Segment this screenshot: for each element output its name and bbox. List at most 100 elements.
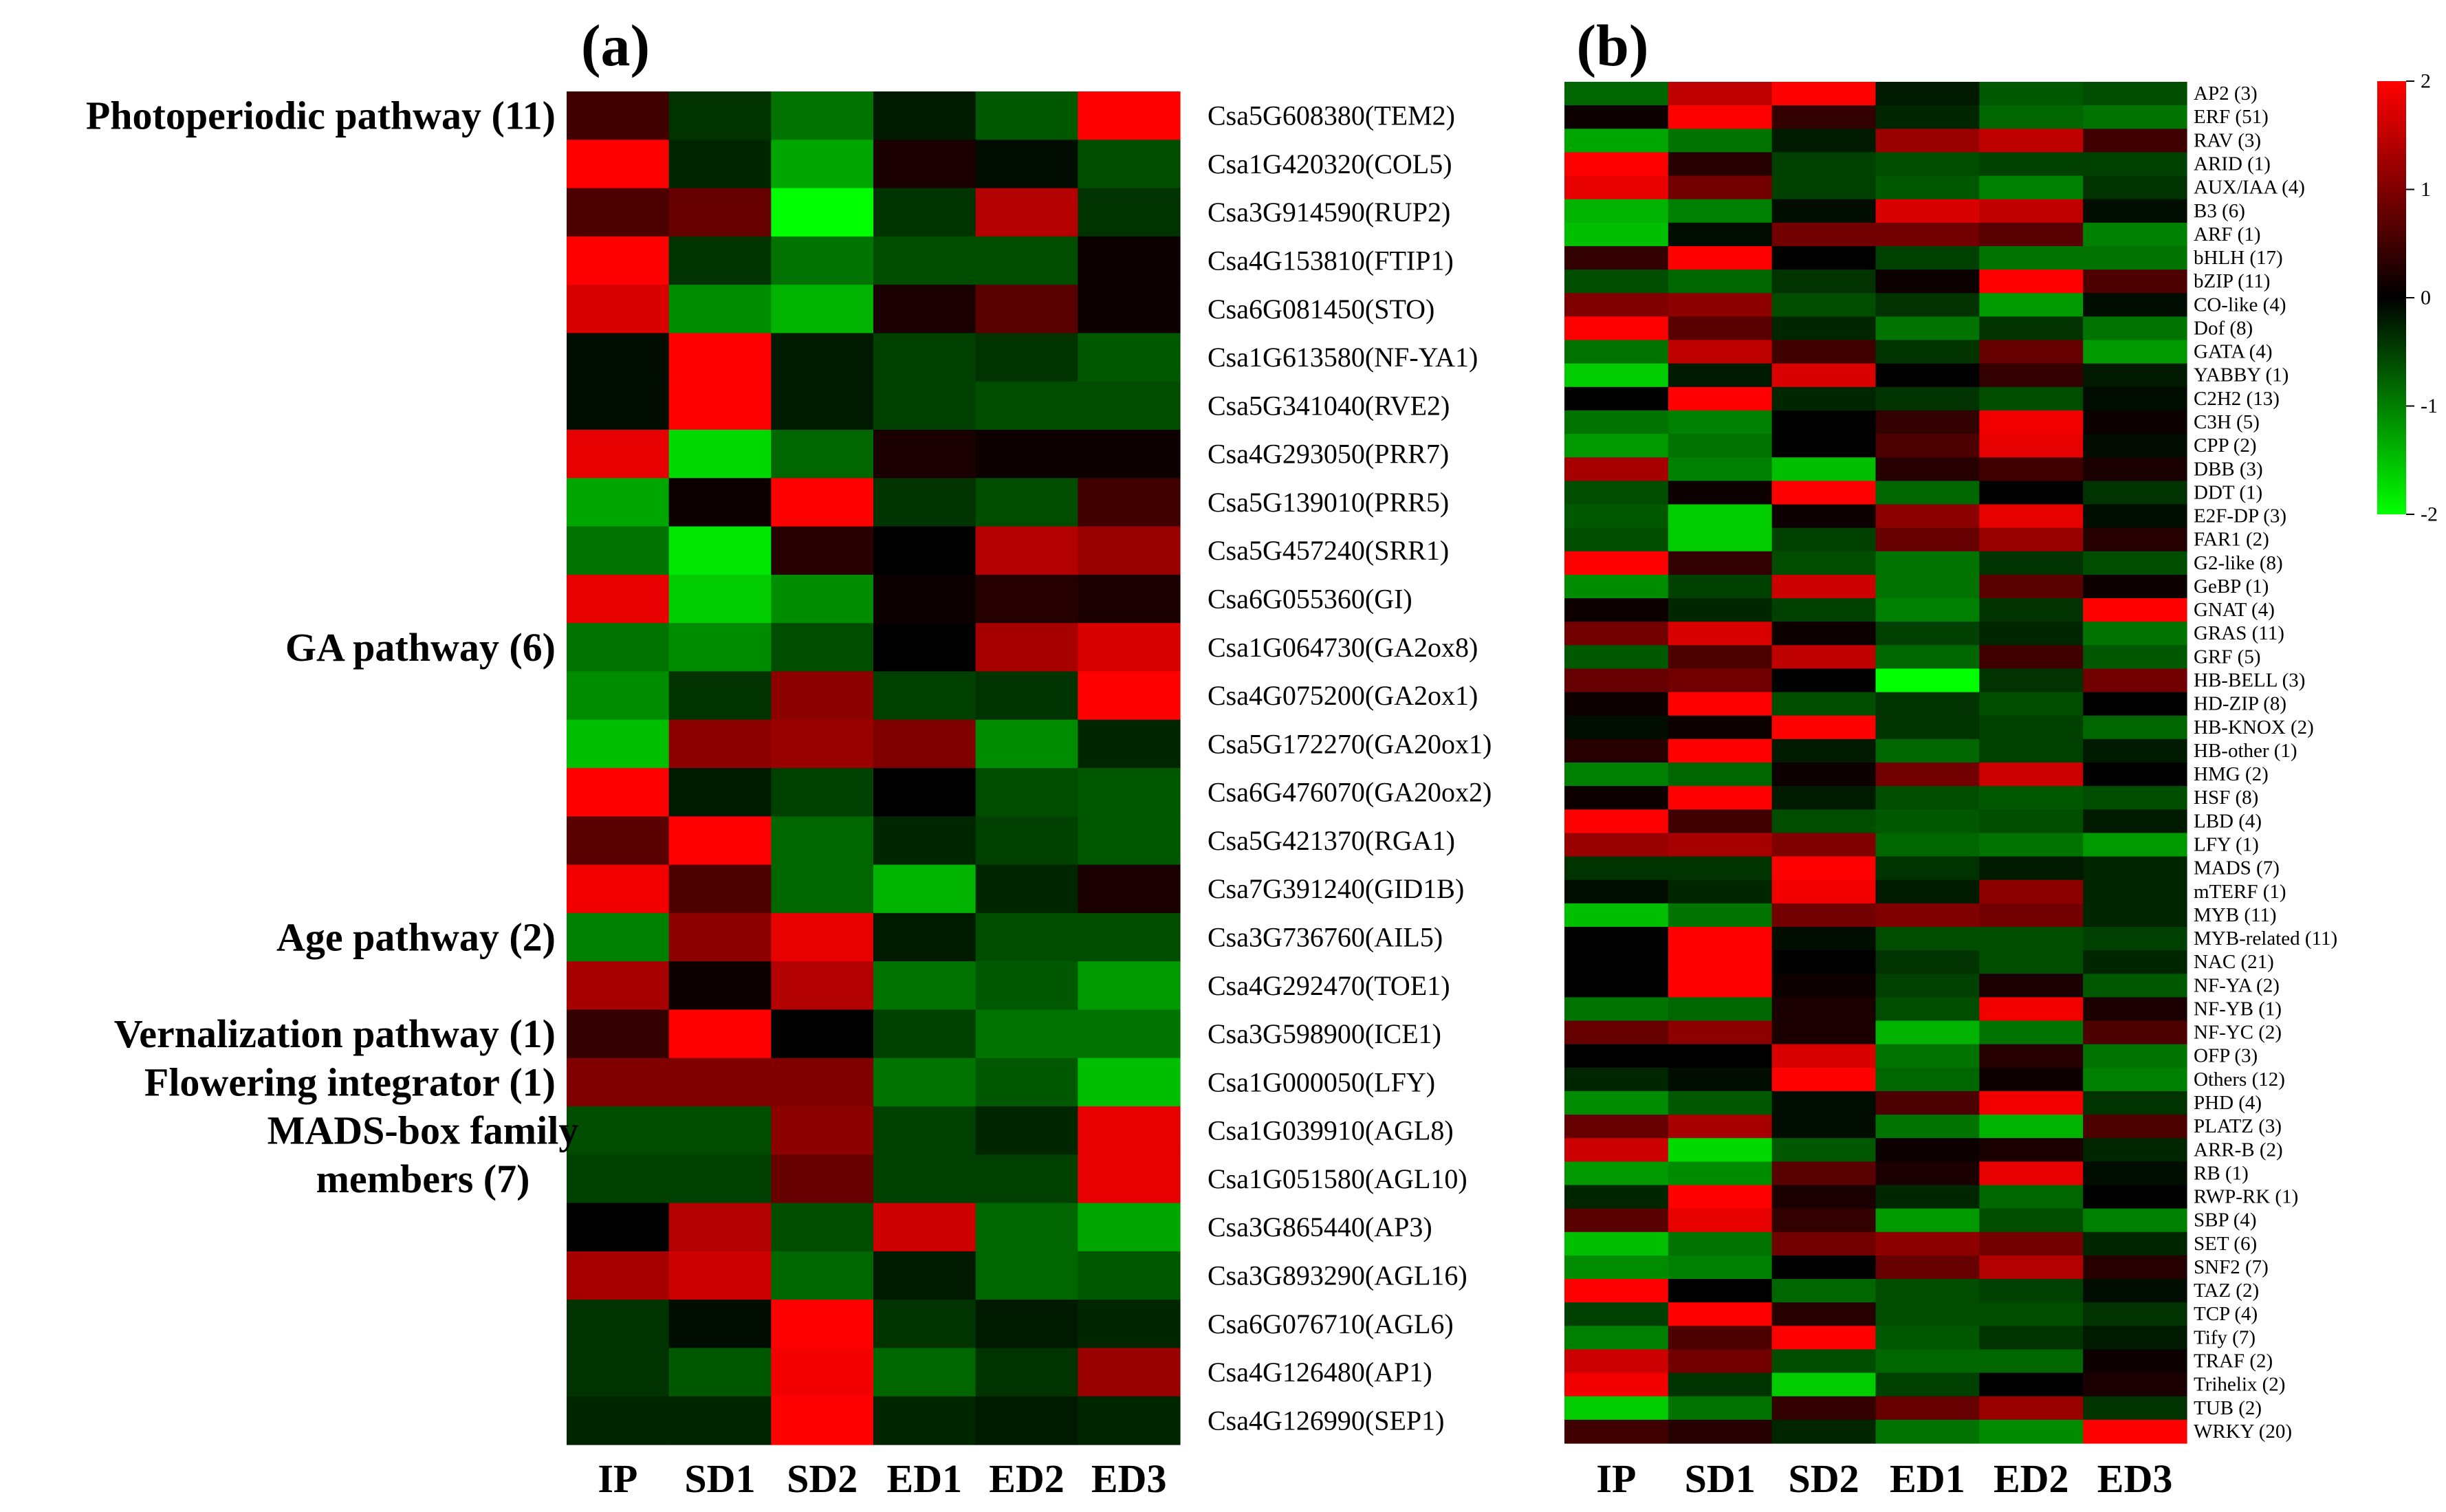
heatmap-cell	[1668, 1115, 1773, 1139]
heatmap-cell	[567, 478, 670, 527]
heatmap-cell	[1668, 363, 1773, 388]
heatmap-cell	[2083, 245, 2187, 270]
heatmap-cell	[1564, 1255, 1669, 1280]
heatmap-cell	[1875, 410, 1980, 435]
heatmap-cell	[2083, 738, 2187, 763]
heatmap-cell	[1771, 386, 1877, 411]
heatmap-cell	[2083, 129, 2187, 153]
column-label: ED2	[989, 1456, 1064, 1501]
heatmap-cell	[1875, 1067, 1980, 1092]
heatmap-cell	[1875, 1396, 1980, 1421]
heatmap-cell	[1771, 574, 1877, 599]
row-label: Csa5G608380(TEM2)	[1208, 100, 1455, 131]
heatmap-cell	[1771, 551, 1877, 576]
heatmap-cell	[1875, 293, 1980, 317]
heatmap-cell	[1564, 1138, 1669, 1162]
heatmap-cell	[1564, 1161, 1669, 1186]
heatmap-cell	[975, 1396, 1078, 1445]
heatmap-cell	[873, 623, 976, 672]
heatmap-cell	[1875, 974, 1980, 998]
heatmap-cell	[1875, 738, 1980, 763]
row-label: Csa1G420320(COL5)	[1208, 149, 1452, 179]
heatmap-cell	[1668, 1231, 1773, 1256]
row-label: HMG (2)	[2194, 763, 2269, 785]
heatmap-cell	[1668, 950, 1773, 974]
heatmap-cell	[2083, 692, 2187, 716]
heatmap-cell	[1668, 481, 1773, 505]
heatmap-cell	[1771, 1396, 1877, 1421]
heatmap-cell	[2083, 879, 2187, 904]
heatmap-cell	[1078, 285, 1181, 334]
row-label: PLATZ (3)	[2194, 1115, 2282, 1137]
heatmap-cell	[1979, 715, 2084, 740]
heatmap-cell	[1564, 879, 1669, 904]
heatmap-cell	[1979, 879, 2084, 904]
heatmap-cell	[1771, 1044, 1877, 1069]
heatmap-cell	[1564, 833, 1669, 857]
heatmap-cell	[1979, 645, 2084, 670]
heatmap-cell	[668, 1300, 772, 1349]
heatmap-cell	[1564, 457, 1669, 481]
row-label: NAC (21)	[2194, 951, 2274, 973]
pathway-label: Vernalization pathway (1)	[114, 1011, 556, 1056]
heatmap-cell	[668, 526, 772, 576]
heatmap-cell	[668, 671, 772, 721]
heatmap-cell	[668, 816, 772, 866]
heatmap-cell	[2083, 997, 2187, 1022]
heatmap-cell	[975, 574, 1078, 624]
heatmap-cell	[668, 478, 772, 527]
column-label: SD1	[1685, 1456, 1756, 1501]
heatmap-cell	[1564, 270, 1669, 294]
heatmap-cell	[873, 671, 976, 721]
heatmap-cell	[1979, 270, 2084, 294]
row-label: AUX/IAA (4)	[2194, 177, 2305, 199]
heatmap-cell	[1875, 1020, 1980, 1045]
heatmap-cell	[567, 188, 670, 237]
heatmap-cell	[1668, 1020, 1773, 1045]
heatmap-cell	[1564, 598, 1669, 622]
heatmap-cell	[1875, 856, 1980, 881]
row-label: Csa5G341040(RVE2)	[1208, 390, 1450, 421]
heatmap-cell	[1564, 574, 1669, 599]
heatmap-cell	[873, 188, 976, 237]
heatmap-cell	[1564, 1349, 1669, 1374]
heatmap-cell	[567, 91, 670, 140]
heatmap-cell	[1564, 152, 1669, 177]
heatmap-cell	[1979, 926, 2084, 951]
heatmap-cell	[1771, 879, 1877, 904]
heatmap-cell	[1078, 1203, 1181, 1252]
heatmap-cell	[1771, 738, 1877, 763]
heatmap-cell	[567, 574, 670, 624]
heatmap-cell	[975, 188, 1078, 237]
row-label: NF-YA (2)	[2194, 974, 2280, 996]
row-label: NF-YC (2)	[2194, 1022, 2282, 1044]
heatmap-cell	[1668, 1138, 1773, 1162]
heatmap-cell	[1564, 950, 1669, 974]
heatmap-cell	[975, 1009, 1078, 1059]
heatmap-cell	[1668, 715, 1773, 740]
heatmap-cell	[668, 188, 772, 237]
heatmap-cell	[1668, 622, 1773, 646]
heatmap-cell	[873, 1058, 976, 1107]
row-label: Csa6G076710(AGL6)	[1208, 1308, 1454, 1339]
row-label: Csa3G914590(RUP2)	[1208, 197, 1450, 228]
heatmap-cell	[1564, 715, 1669, 740]
heatmap-cell	[1564, 199, 1669, 223]
heatmap-cell	[1668, 527, 1773, 552]
heatmap-cell	[1668, 1255, 1773, 1280]
heatmap-cell	[1979, 1138, 2084, 1162]
heatmap-cell	[1564, 504, 1669, 529]
heatmap-cell	[1875, 527, 1980, 552]
heatmap-cell	[2083, 1138, 2187, 1162]
heatmap-cell	[873, 912, 976, 962]
heatmap-cell	[567, 719, 670, 769]
pathway-label: members (7)	[316, 1157, 530, 1201]
heatmap-cell	[1979, 997, 2084, 1022]
panel-b-heatmap	[1564, 82, 2187, 1444]
heatmap-cell	[1564, 129, 1669, 153]
heatmap-cell	[975, 816, 1078, 866]
heatmap-cell	[1979, 1279, 2084, 1303]
panel-a-pathway-labels: Photoperiodic pathway (11) GA pathway (6)…	[86, 94, 578, 1201]
heatmap-cell	[1564, 997, 1669, 1022]
heatmap-cell	[1979, 1044, 2084, 1069]
